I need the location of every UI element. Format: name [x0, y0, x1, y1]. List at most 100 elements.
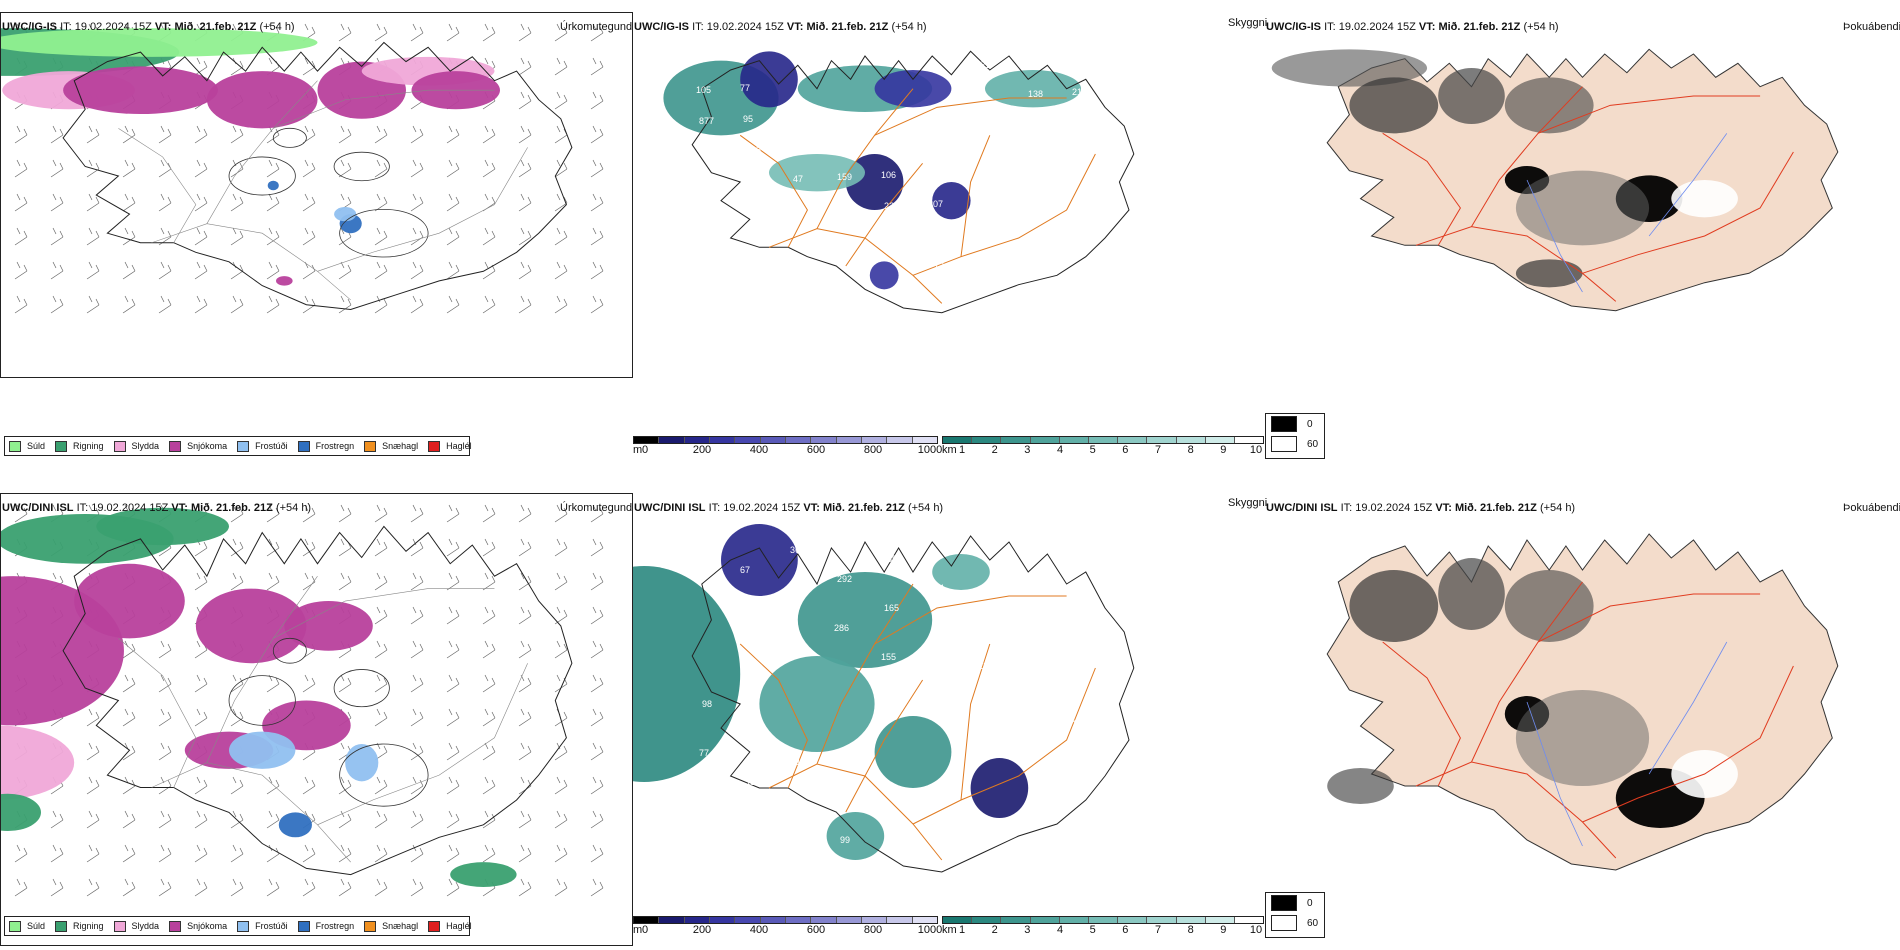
river: [1526, 179, 1583, 293]
fog-panel-bottom: [1265, 512, 1900, 912]
precip-area: [334, 206, 357, 222]
cloud-area: [932, 182, 971, 220]
colorbar-tick: 1000: [917, 924, 943, 936]
colorbar-cell: [760, 437, 786, 443]
road: [151, 762, 351, 863]
wind-barb: [86, 295, 100, 314]
coastline: [62, 525, 573, 876]
legend-label: Snæhagl: [382, 441, 419, 451]
wind-barb: [590, 776, 604, 795]
wind-barb: [446, 844, 460, 863]
wind-barb: [266, 193, 280, 212]
legend-item: Snæhagl: [364, 440, 419, 452]
wind-barb: [410, 708, 424, 727]
precip-type-panel-bottom: [0, 493, 633, 946]
wind-barb: [302, 261, 316, 280]
wind-barb: [446, 708, 460, 727]
wind-barb: [482, 23, 496, 42]
road: [206, 575, 318, 763]
colorbar-cell: [1059, 437, 1089, 443]
wind-barb: [554, 125, 568, 144]
wind-barb: [410, 125, 424, 144]
visibility-colorbar: km 1 2 3 4 5 6 7 8 9 10: [942, 436, 1264, 458]
wind-barb: [590, 261, 604, 280]
it-label: IT:: [76, 502, 89, 514]
cloud-base-label: 345: [746, 145, 761, 155]
colorbar-cell: [972, 917, 1002, 923]
it-value: 19.02.2024 15Z: [91, 502, 169, 514]
roads: [1382, 581, 1794, 859]
colorbar-cell: [887, 437, 913, 443]
coastline: [691, 535, 1135, 873]
cloud-map-bottom: 80 67 40 286 155 63 324 376 246 618 349 360 292 165 24…: [633, 524, 1135, 873]
cloud-base-label: 618: [696, 797, 711, 807]
cloud-base-label: 66: [840, 203, 850, 213]
road: [1471, 581, 1583, 763]
wind-barb: [590, 538, 604, 557]
wind-barb: [590, 227, 604, 246]
legend-swatch: [364, 440, 377, 452]
wind-barb: [194, 295, 208, 314]
wind-barb: [230, 776, 244, 795]
wind-barb: [446, 674, 460, 693]
colorbar-strip: [633, 436, 938, 444]
wind-barb: [374, 572, 388, 591]
lead-time: (+54 h): [275, 502, 312, 514]
cloud-base-label: 165: [884, 603, 899, 613]
fog-map-top: [1271, 48, 1839, 312]
wind-barb: [410, 878, 424, 897]
wind-barb: [266, 878, 280, 897]
wind-barb: [410, 674, 424, 693]
wind-barbs: [14, 504, 604, 897]
vt-value: Mið. 21.feb. 21Z: [174, 21, 257, 33]
lead-time: (+54 h): [259, 21, 295, 33]
wind-barb: [194, 125, 208, 144]
wind-barb: [446, 23, 460, 42]
colorbar-tick: 0: [641, 924, 649, 936]
colorbar-tick: 400: [749, 444, 769, 456]
wind-barb: [590, 159, 604, 178]
cloud-base-label: 128: [1075, 670, 1090, 680]
fog-area: [1271, 49, 1428, 87]
colorbar-tick: 4: [1056, 444, 1064, 456]
fog-map-bottom: [1326, 533, 1839, 871]
colorbar-cell: [684, 437, 710, 443]
wind-barb: [266, 295, 280, 314]
wind-barb: [302, 572, 316, 591]
fog-area: [1515, 690, 1650, 786]
wind-barb: [194, 878, 208, 897]
cloud-base-label: 99: [840, 835, 850, 845]
legend-label: Haglél: [446, 921, 472, 931]
cloud-base-label: 76: [887, 232, 897, 242]
colorbar-cell: [972, 437, 1002, 443]
wind-barb: [482, 606, 496, 625]
wind-barb: [410, 295, 424, 314]
wind-barb: [590, 23, 604, 42]
precip-area: [1, 793, 41, 832]
vt-label: VT:: [154, 21, 172, 33]
cloud-base-label: 81: [787, 112, 797, 122]
legend-label: Súld: [27, 921, 46, 931]
legend-label: Rigning: [73, 921, 104, 931]
colorbar-cell: [811, 437, 837, 443]
wind-barb: [14, 878, 28, 897]
vt-value: Mið. 21.feb. 21Z: [190, 502, 273, 514]
wind-barb: [302, 504, 316, 523]
lead-time: (+54 h): [1539, 502, 1576, 514]
road: [739, 134, 808, 248]
cloud-base-panel-top: 69 77 81 120 106 207 72 157 543 105 95 103 159 222 412…: [633, 30, 1233, 350]
wind-barb: [230, 810, 244, 829]
wind-barb: [590, 125, 604, 144]
road: [845, 679, 924, 813]
colorbar-tick: 2: [991, 444, 998, 456]
cloud-base-label: 63: [928, 681, 938, 691]
panel-header: UWC/DINI ISL IT: 19.02.2024 15Z VT: Mið.…: [1266, 502, 1575, 514]
wind-barb: [158, 844, 172, 863]
wind-barb: [482, 742, 496, 761]
wind-barb: [302, 125, 316, 144]
wind-barb: [158, 708, 172, 727]
fog-area: [1438, 558, 1505, 630]
wind-barb: [554, 193, 568, 212]
cloud-base-label: 360: [790, 545, 805, 555]
cloud-base-label: 76: [843, 786, 853, 796]
